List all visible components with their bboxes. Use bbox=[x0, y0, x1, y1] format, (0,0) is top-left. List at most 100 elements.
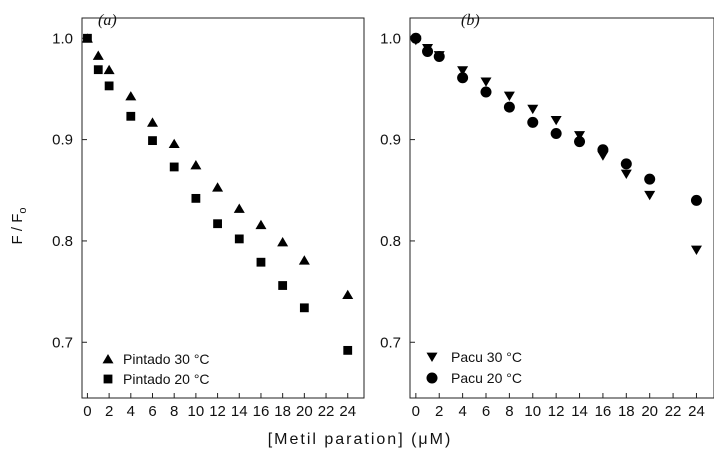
legend-label-b-1: Pacu 20 °C bbox=[451, 370, 522, 386]
x-tick-label-a-1: 2 bbox=[105, 403, 113, 420]
x-tick-label-a-4: 8 bbox=[170, 403, 178, 420]
point-a-s0-8 bbox=[233, 203, 245, 213]
y-tick-label-b-3: 0.7 bbox=[380, 334, 401, 351]
point-b-s0-11 bbox=[644, 190, 656, 201]
panel-label-a: (a) bbox=[98, 12, 117, 29]
legend-label-a-1: Pintado 20 °C bbox=[123, 371, 210, 387]
point-b-s1-1 bbox=[422, 45, 434, 57]
point-a-s0-11 bbox=[298, 255, 310, 265]
point-a-s1-0 bbox=[83, 33, 92, 43]
y-ticks-b: 1.0 0.9 0.8 0.7 bbox=[380, 30, 415, 351]
point-b-s0-10 bbox=[620, 169, 632, 180]
legend-marker-shape-a-0 bbox=[102, 354, 114, 364]
point-a-s1-5 bbox=[169, 162, 179, 172]
point-a-s0-4 bbox=[147, 117, 158, 127]
data-marks-a bbox=[81, 33, 354, 355]
x-tick-label-a-11: 22 bbox=[318, 403, 335, 420]
x-tick-label-a-8: 16 bbox=[253, 403, 270, 420]
point-b-s0-7 bbox=[550, 115, 562, 126]
y-tick-label-b-2: 0.8 bbox=[380, 233, 401, 250]
point-b-s1-11 bbox=[644, 173, 656, 185]
legend-marker-shape-b-1 bbox=[426, 372, 438, 384]
point-b-s1-10 bbox=[620, 158, 632, 170]
x-tick-label-b-9: 18 bbox=[618, 403, 635, 420]
point-a-s1-7 bbox=[213, 219, 222, 229]
x-tick-label-b-12: 24 bbox=[688, 403, 705, 420]
x-tick-label-a-0: 0 bbox=[83, 403, 91, 420]
point-a-s0-1 bbox=[92, 50, 104, 60]
chart-panel-a: (a) 0 2 4 6 8 10 12 14 16 18 20 22 24 1.00.90.80.7 P… bbox=[52, 12, 365, 420]
point-b-s1-5 bbox=[503, 101, 515, 113]
point-b-s0-8 bbox=[574, 131, 586, 141]
legend-a: Pintado 30 °C Pintado 20 °C bbox=[102, 351, 210, 387]
x-tick-label-b-1: 2 bbox=[435, 403, 443, 420]
panel-label-b: (b) bbox=[461, 12, 480, 29]
point-b-s0-3 bbox=[457, 66, 469, 76]
point-a-s0-12 bbox=[342, 289, 354, 300]
x-tick-label-a-3: 6 bbox=[148, 403, 156, 420]
point-a-s0-7 bbox=[212, 182, 224, 192]
x-tick-label-b-2: 4 bbox=[458, 403, 466, 420]
point-b-s1-8 bbox=[574, 136, 586, 148]
y-tick-label-a-3: 0.7 bbox=[52, 334, 73, 351]
x-tick-label-b-7: 14 bbox=[571, 403, 588, 420]
point-b-s0-5 bbox=[503, 91, 515, 101]
y-axis-title-main: F / F bbox=[9, 214, 26, 245]
x-tick-label-a-9: 18 bbox=[274, 403, 291, 420]
legend-marker-shape-b-0 bbox=[426, 352, 438, 362]
point-a-s1-4 bbox=[148, 136, 157, 146]
point-a-s0-10 bbox=[277, 236, 289, 247]
point-a-s1-1 bbox=[93, 65, 103, 75]
point-a-s0-6 bbox=[190, 159, 202, 170]
x-tick-label-a-6: 12 bbox=[209, 403, 226, 420]
x-tick-label-a-12: 24 bbox=[339, 403, 356, 420]
x-tick-label-a-2: 4 bbox=[127, 403, 135, 420]
point-a-s0-2 bbox=[103, 64, 115, 75]
point-b-s0-12 bbox=[690, 245, 702, 256]
x-tick-label-a-5: 10 bbox=[188, 403, 205, 420]
chart-panel-b: (b) 0 2 4 6 8 10 12 14 16 18 20 22 24 1.00.90.80.7 P… bbox=[380, 12, 714, 420]
plot-frame-b bbox=[409, 17, 714, 399]
y-tick-label-a-1: 0.9 bbox=[52, 132, 73, 149]
point-a-s1-3 bbox=[126, 111, 136, 121]
point-b-s1-0 bbox=[410, 32, 422, 44]
legend-marker-b-1 bbox=[426, 372, 438, 384]
point-b-s1-9 bbox=[597, 144, 609, 156]
point-b-s1-4 bbox=[480, 86, 492, 98]
legend-label-b-0: Pacu 30 °C bbox=[451, 349, 522, 365]
x-tick-label-a-10: 20 bbox=[296, 403, 313, 420]
x-tick-label-b-4: 8 bbox=[505, 403, 513, 420]
y-tick-label-b-0: 1.0 bbox=[380, 30, 401, 47]
point-b-s1-7 bbox=[550, 128, 562, 140]
x-tick-label-b-5: 10 bbox=[524, 403, 541, 420]
point-a-s0-9 bbox=[255, 219, 267, 230]
point-a-s1-11 bbox=[299, 303, 309, 313]
x-ticks-a: 0 2 4 6 8 10 12 14 16 18 20 22 24 bbox=[83, 393, 356, 420]
x-tick-label-a-7: 14 bbox=[231, 403, 248, 420]
point-a-s1-8 bbox=[234, 234, 244, 244]
legend-label-a-0: Pintado 30 °C bbox=[123, 351, 210, 367]
point-a-s1-6 bbox=[191, 193, 201, 203]
x-axis-title: [Metil paration] (μM) bbox=[268, 431, 453, 448]
legend-b: Pacu 30 °C Pacu 20 °C bbox=[426, 349, 522, 386]
y-ticks-a: 1.0 0.9 0.8 0.7 bbox=[52, 30, 87, 351]
x-tick-label-b-8: 16 bbox=[595, 403, 612, 420]
legend-marker-a-0 bbox=[102, 354, 114, 364]
x-tick-label-b-3: 6 bbox=[482, 403, 490, 420]
x-ticks-b: 0 2 4 6 8 10 12 14 16 18 20 22 24 bbox=[412, 393, 705, 420]
point-b-s0-4 bbox=[480, 77, 492, 87]
y-tick-label-b-1: 0.9 bbox=[380, 132, 401, 149]
legend-marker-a-1 bbox=[103, 374, 113, 384]
x-tick-label-b-10: 20 bbox=[641, 403, 658, 420]
plot-frame-a bbox=[81, 17, 365, 399]
point-a-s0-5 bbox=[168, 138, 180, 149]
y-tick-label-a-0: 1.0 bbox=[52, 30, 73, 47]
point-a-s1-9 bbox=[256, 257, 266, 267]
x-tick-label-b-6: 12 bbox=[548, 403, 565, 420]
y-axis-title: F / Fo bbox=[9, 208, 29, 245]
point-a-s0-3 bbox=[125, 91, 137, 101]
point-b-s1-2 bbox=[433, 51, 445, 63]
y-tick-label-a-2: 0.8 bbox=[52, 233, 73, 250]
point-b-s0-6 bbox=[527, 104, 539, 115]
